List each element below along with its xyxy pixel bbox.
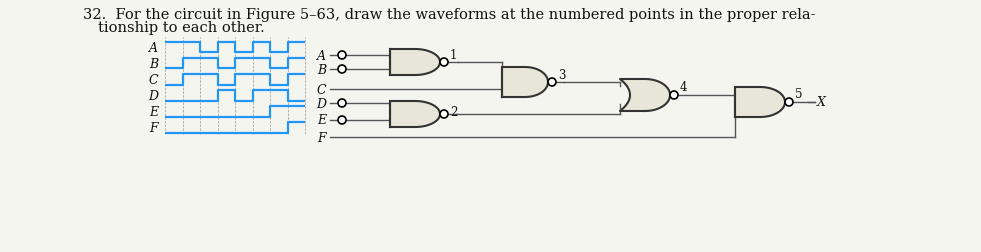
Text: B: B bbox=[149, 57, 158, 70]
Polygon shape bbox=[390, 102, 440, 128]
Text: F: F bbox=[149, 122, 158, 135]
Circle shape bbox=[338, 66, 346, 74]
Text: 32.  For the circuit in Figure 5–63, draw the waveforms at the numbered points i: 32. For the circuit in Figure 5–63, draw… bbox=[83, 8, 815, 22]
Polygon shape bbox=[620, 80, 670, 112]
Polygon shape bbox=[735, 88, 785, 117]
Text: B: B bbox=[317, 63, 326, 76]
Circle shape bbox=[440, 111, 448, 118]
Polygon shape bbox=[502, 68, 548, 98]
Text: 3: 3 bbox=[558, 69, 565, 82]
Text: 1: 1 bbox=[450, 49, 457, 62]
Text: tionship to each other.: tionship to each other. bbox=[98, 21, 265, 35]
Text: A: A bbox=[149, 41, 158, 54]
Text: A: A bbox=[317, 49, 326, 62]
Text: E: E bbox=[317, 114, 326, 127]
Text: C: C bbox=[148, 74, 158, 86]
Text: E: E bbox=[149, 106, 158, 119]
Text: 5: 5 bbox=[795, 88, 802, 101]
Circle shape bbox=[670, 92, 678, 100]
Circle shape bbox=[338, 100, 346, 108]
Circle shape bbox=[785, 99, 793, 107]
Circle shape bbox=[548, 79, 556, 87]
Circle shape bbox=[338, 52, 346, 60]
Text: 2: 2 bbox=[450, 106, 457, 118]
Text: 4: 4 bbox=[680, 81, 688, 94]
Text: D: D bbox=[148, 90, 158, 103]
Text: X: X bbox=[817, 96, 826, 109]
Text: C: C bbox=[317, 83, 326, 96]
Circle shape bbox=[440, 59, 448, 67]
Polygon shape bbox=[390, 50, 440, 76]
Text: F: F bbox=[318, 131, 326, 144]
Circle shape bbox=[338, 116, 346, 124]
Text: D: D bbox=[316, 97, 326, 110]
